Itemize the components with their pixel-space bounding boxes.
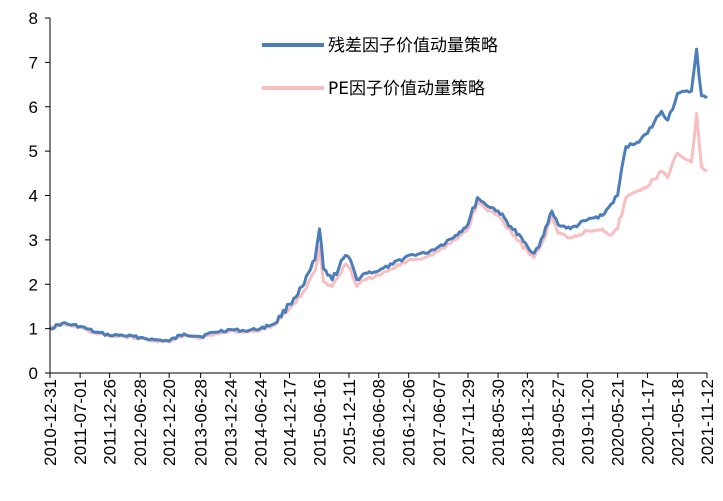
x-tick-label: 2020-05-21 — [609, 379, 628, 466]
x-tick-label: 2011-12-26 — [101, 379, 120, 465]
x-tick-label: 2018-11-23 — [518, 379, 537, 465]
x-tick-label: 2013-12-24 — [221, 379, 240, 466]
y-tick-label: 7 — [29, 53, 38, 72]
x-tick-label: 2015-12-11 — [340, 379, 359, 465]
series-pe-line — [48, 111, 708, 344]
x-tick-label: 2011-07-01 — [71, 379, 90, 465]
x-tick-label: 2010-12-31 — [41, 379, 60, 466]
x-tick-label: 2012-12-20 — [160, 379, 179, 466]
y-tick-label: 0 — [29, 364, 38, 383]
x-axis-ticks: 2010-12-31 2011-07-01 2011-12-26 2012-06-28… — [41, 373, 717, 466]
y-tick-label: 4 — [29, 187, 38, 206]
x-tick-label: 2021-05-18 — [669, 379, 688, 466]
axes — [49, 18, 707, 374]
y-tick-label: 8 — [29, 9, 38, 28]
x-tick-label: 2016-12-06 — [400, 379, 419, 466]
y-axis-ticks: 0 1 2 3 4 5 6 7 8 — [29, 9, 50, 383]
x-tick-label: 2021-11-12 — [698, 379, 717, 465]
y-tick-label: 5 — [29, 142, 38, 161]
x-tick-label: 2018-05-30 — [489, 379, 508, 466]
x-tick-label: 2012-06-28 — [131, 379, 150, 466]
y-tick-label: 2 — [29, 275, 38, 294]
legend: 残差因子价值动量策略 PE因子价值动量策略 — [262, 36, 498, 99]
plot-lines — [48, 47, 708, 344]
x-tick-label: 2017-11-29 — [459, 379, 478, 465]
x-tick-label: 2017-06-07 — [430, 379, 449, 466]
y-tick-label: 1 — [29, 320, 38, 339]
x-tick-label: 2020-11-17 — [638, 379, 657, 465]
series-residual-line — [49, 47, 708, 343]
x-tick-label: 2013-06-28 — [192, 379, 211, 466]
x-tick-label: 2014-12-17 — [281, 379, 300, 466]
x-tick-label: 2015-06-16 — [310, 379, 329, 466]
x-tick-label: 2014-06-24 — [251, 379, 270, 466]
x-tick-label: 2016-06-08 — [370, 379, 389, 466]
legend-label-pe: PE因子价值动量策略 — [328, 79, 485, 99]
x-tick-label: 2019-05-27 — [549, 379, 568, 466]
legend-label-residual: 残差因子价值动量策略 — [328, 36, 498, 56]
y-tick-label: 6 — [29, 98, 38, 117]
y-tick-label: 3 — [29, 231, 38, 250]
x-tick-label: 2019-11-20 — [578, 379, 597, 465]
